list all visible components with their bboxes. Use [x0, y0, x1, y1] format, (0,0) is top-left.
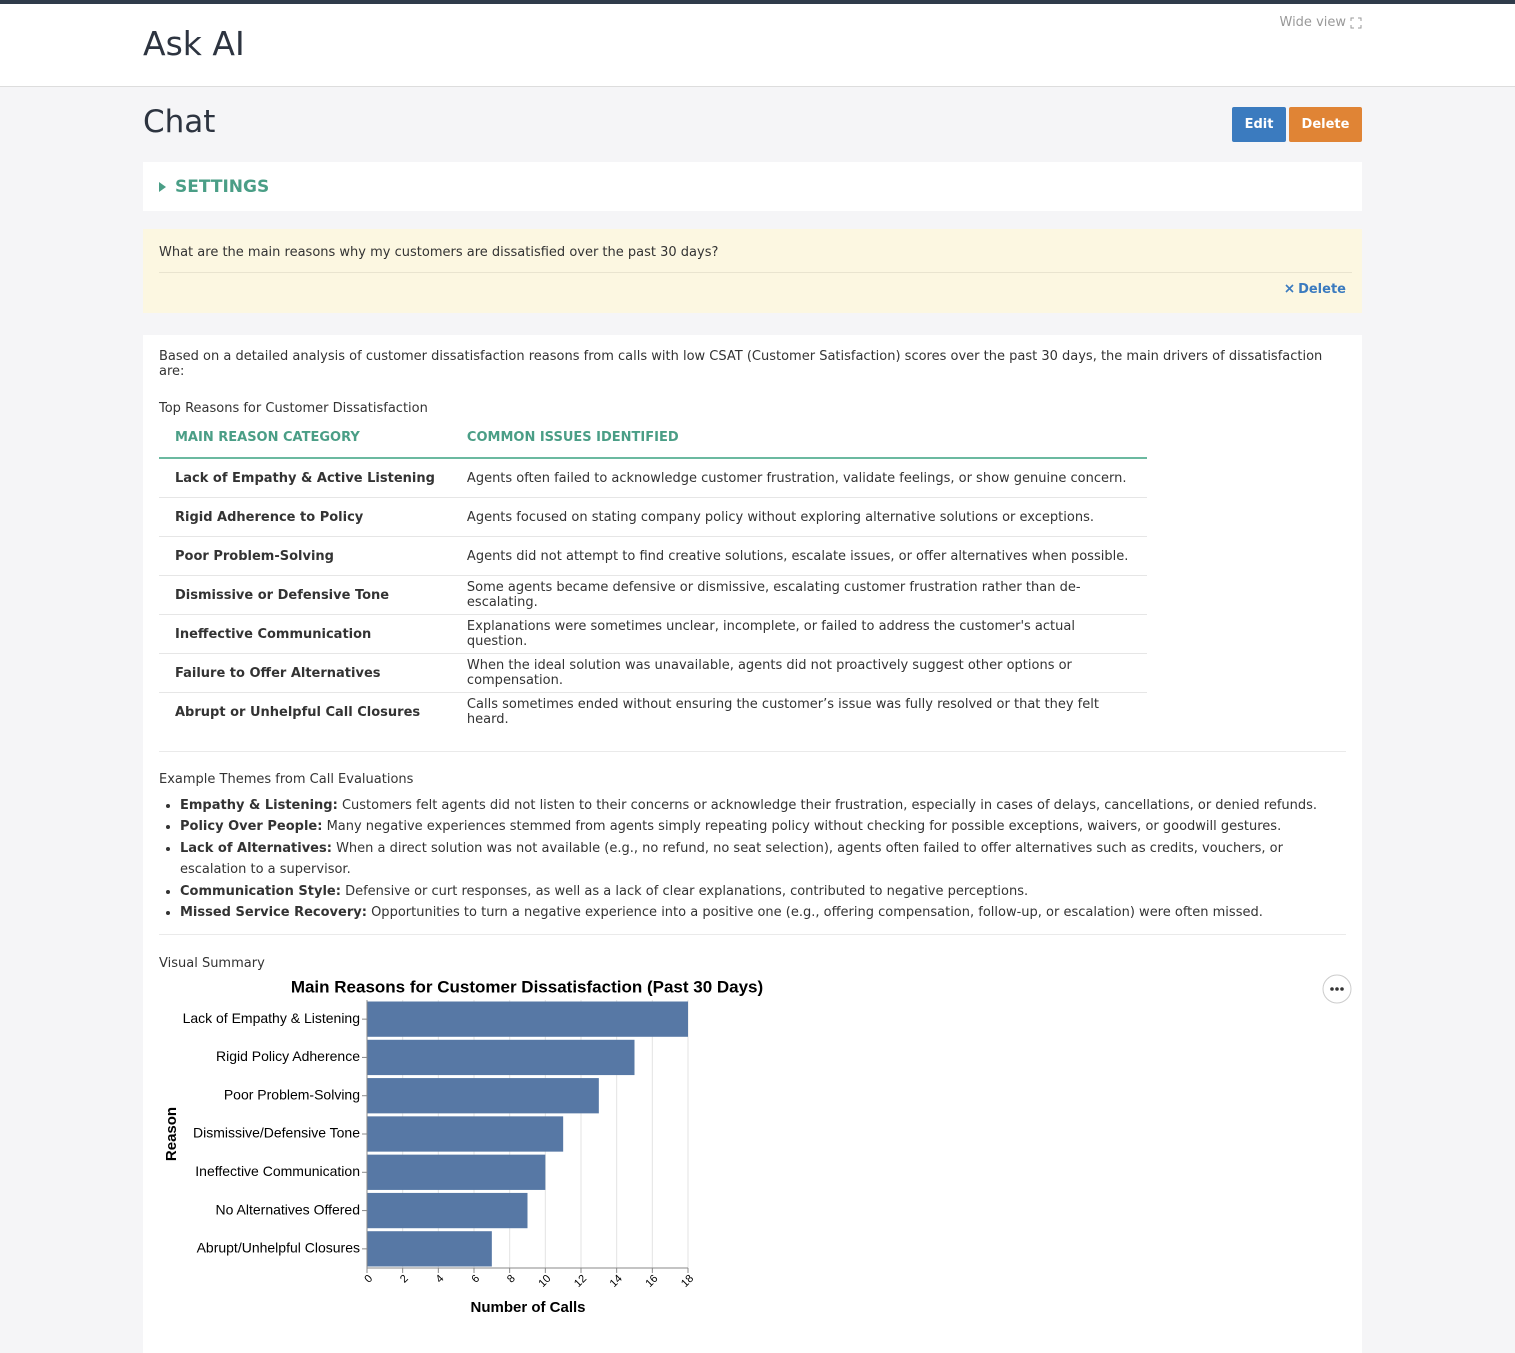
theme-term: Missed Service Recovery: — [180, 905, 367, 921]
table-cell: Agents often failed to acknowledge custo… — [450, 458, 1147, 498]
bar — [367, 1193, 528, 1229]
x-tick-label: 14 — [608, 1273, 625, 1290]
more-dot — [1335, 987, 1339, 992]
reasons-table: MAIN REASON CATEGORY COMMON ISSUES IDENTI… — [159, 430, 1147, 731]
table-cell: Lack of Empathy & Active Listening — [159, 458, 451, 498]
header: Ask AI Wide view — [0, 4, 1515, 87]
edit-button[interactable]: Edit — [1232, 107, 1286, 142]
expand-icon — [1350, 17, 1362, 28]
y-tick-label: Rigid Policy Adherence — [216, 1049, 360, 1065]
x-tick-label: 12 — [572, 1273, 589, 1290]
delete-button[interactable]: Delete — [1289, 107, 1362, 142]
table-cell: Ineffective Communication — [159, 614, 451, 654]
bar — [367, 1231, 492, 1267]
app-title: Ask AI — [143, 24, 245, 63]
more-dot — [1330, 987, 1334, 992]
question-delete[interactable]: Delete — [159, 282, 1352, 297]
question-card: What are the main reasons why my custome… — [143, 229, 1362, 313]
y-tick-label: Ineffective Communication — [195, 1163, 360, 1179]
table-row: Lack of Empathy & Active Listening Agents… — [159, 458, 1147, 498]
column-header: COMMON ISSUES IDENTIFIED — [450, 430, 1147, 459]
visual-title: Visual Summary — [159, 956, 265, 972]
top-bar — [0, 0, 1515, 4]
table-body: Lack of Empathy & Active Listening Agents… — [159, 458, 1147, 731]
table-cell: Explanations were sometimes unclear, inc… — [450, 614, 1147, 654]
bar — [367, 1155, 546, 1191]
table-row: Rigid Adherence to Policy Agents focused … — [159, 497, 1147, 537]
table-cell: Calls sometimes ended without ensuring t… — [466, 697, 1099, 727]
theme-term: Empathy & Listening: — [180, 798, 338, 813]
table-title: Top Reasons for Customer Dissatisfaction — [159, 401, 428, 416]
caret — [159, 181, 166, 192]
table-cell: Dismissive or Defensive Tone — [159, 575, 451, 615]
y-tick-label: Lack of Empathy & Listening — [183, 1010, 360, 1026]
themes-list: Empathy & Listening: Customers felt agen… — [159, 795, 1346, 923]
answer-card: Based on a detailed analysis of customer… — [143, 335, 1362, 1353]
table-header: MAIN REASON CATEGORY COMMON ISSUES IDENTI… — [159, 430, 1147, 459]
x-tick-label: 8 — [505, 1273, 518, 1286]
more-dot — [1340, 987, 1344, 992]
x-tick-label: 6 — [469, 1273, 482, 1286]
theme-text: Opportunities to turn a negative experie… — [371, 905, 1263, 921]
settings-label[interactable]: SETTINGS — [175, 176, 270, 197]
theme-text: Customers felt agents did not listen to … — [341, 798, 1318, 813]
table-row: Dismissive or Defensive Tone Some agents … — [159, 575, 1147, 615]
themes-title: Example Themes from Call Evaluations — [159, 772, 414, 787]
table-cell: Agents did not attempt to find creative … — [450, 536, 1147, 576]
table-cell: Some agents became defensive or dismissi… — [450, 575, 1147, 615]
x-tick-label: 10 — [536, 1273, 553, 1290]
x-tick-label: 0 — [362, 1273, 375, 1286]
theme-item: Missed Service Recovery: Opportunities t… — [180, 902, 1346, 923]
y-tick-label: Poor Problem-Solving — [224, 1087, 360, 1103]
table-cell: Rigid Adherence to Policy — [159, 497, 451, 537]
bar — [367, 1001, 688, 1038]
x-tick-label: 2 — [398, 1273, 411, 1286]
theme-text: When a direct solution was not available… — [180, 840, 1283, 878]
column-header: MAIN REASON CATEGORY — [159, 430, 451, 459]
bar — [367, 1116, 564, 1153]
table-row: Ineffective Communication Explanations we… — [159, 614, 1147, 654]
theme-item: Lack of Alternatives: When a direct solu… — [180, 838, 1346, 881]
page-title: Chat — [143, 104, 216, 140]
chart-title: Main Reasons for Customer Dissatisfactio… — [291, 978, 763, 997]
y-tick-label: Abrupt/Unhelpful Closures — [197, 1240, 360, 1256]
table-row: Poor Problem-Solving Agents did not attem… — [159, 536, 1147, 576]
y-axis-label: Reason — [163, 1107, 180, 1161]
chart: 0 2 4 6 8 10 12 14 16 18 Lack of Empathy & Listeni… — [163, 974, 1352, 1316]
theme-term: Communication Style: — [180, 883, 341, 899]
answer-intro: Based on a detailed analysis of customer… — [159, 349, 1323, 379]
question-delete-label[interactable]: Delete — [1298, 282, 1346, 297]
table-row: Abrupt or Unhelpful Call Closures Calls s… — [159, 693, 1147, 732]
table-cell: Failure to Offer Alternatives — [159, 653, 451, 693]
y-tick-label: Dismissive/Defensive Tone — [193, 1125, 360, 1141]
table-row: Failure to Offer Alternatives When the id… — [159, 653, 1147, 693]
theme-text: Defensive or curt responses, as well as … — [345, 883, 1029, 899]
bar — [367, 1078, 599, 1114]
question-text: What are the main reasons why my custome… — [159, 245, 719, 260]
x-tick-label: 4 — [434, 1273, 447, 1286]
table-cell: When the ideal solution was unavailable,… — [450, 653, 1147, 693]
table-cell: Agents focused on stating company policy… — [450, 497, 1147, 537]
y-tick-label: No Alternatives Offered — [216, 1202, 360, 1218]
wide-view-label[interactable]: Wide view — [1279, 15, 1347, 30]
wide-view[interactable]: Wide view — [1280, 15, 1363, 30]
table-cell: Abrupt or Unhelpful Call Closures — [175, 704, 421, 720]
table-cell: Poor Problem-Solving — [159, 536, 451, 576]
theme-item: Empathy & Listening: Customers felt agen… — [180, 795, 1346, 816]
theme-item: Policy Over People: Many negative experi… — [180, 816, 1346, 837]
theme-item: Communication Style: Defensive or curt r… — [180, 881, 1346, 902]
bar — [367, 1040, 635, 1076]
theme-text: Many negative experiences stemmed from a… — [326, 819, 1282, 835]
theme-term: Lack of Alternatives: — [180, 840, 332, 856]
settings-panel[interactable]: SETTINGS — [143, 162, 1362, 211]
x-axis-label: Number of Calls — [470, 1299, 585, 1316]
x-tick-label: 16 — [643, 1273, 660, 1290]
x-icon — [1284, 284, 1294, 293]
theme-term: Policy Over People: — [180, 819, 323, 835]
x-tick-label: 18 — [679, 1273, 696, 1290]
